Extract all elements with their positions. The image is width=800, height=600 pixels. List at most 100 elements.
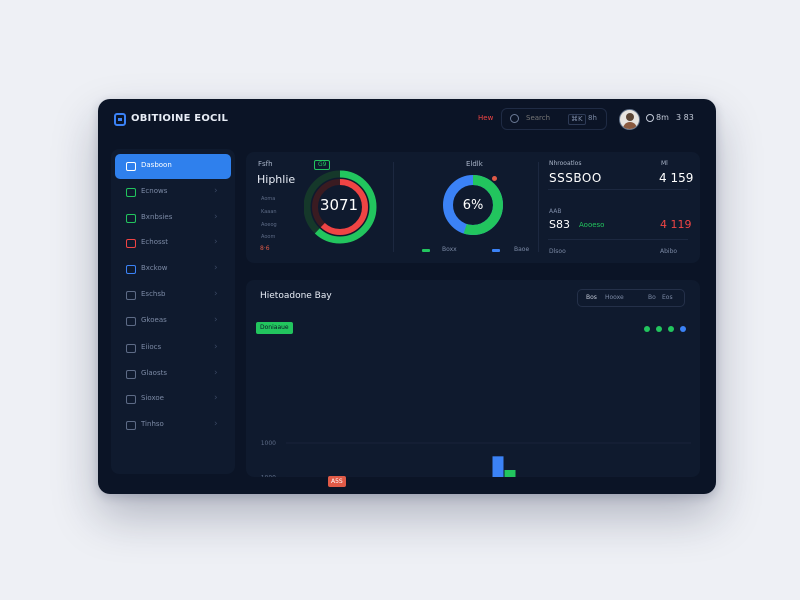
sidebar-item-8[interactable]: Eiiocs › [115, 336, 231, 361]
sidebar-item-label: Dasboon [141, 161, 172, 169]
gauge-value: 3071 [319, 196, 359, 214]
metric-label: Dlsoo [549, 248, 566, 255]
metric-value: S83 [549, 218, 570, 231]
chevron-right-icon: › [214, 186, 218, 196]
chart-icon [126, 395, 136, 404]
user-count: 3 83 [676, 113, 694, 122]
gauge-badge: G9 [314, 160, 331, 170]
sidebar-item-1[interactable]: Dasboon [115, 154, 231, 179]
sidebar-item-label: Sioxoe [141, 394, 164, 402]
gauge-line: Aoom [261, 234, 276, 240]
sidebar: Dasboon Ecnows › Bxnbsies › Echosst › Bx… [111, 149, 235, 474]
sidebar-item-3[interactable]: Bxnbsies › [115, 206, 231, 231]
gauge-line: Kaaan [261, 209, 277, 215]
sidebar-item-9[interactable]: Glaosts › [115, 362, 231, 387]
sidebar-item-2[interactable]: Ecnows › [115, 180, 231, 205]
chevron-right-icon: › [214, 315, 218, 325]
donut-segment [443, 175, 503, 235]
document-icon [126, 162, 136, 171]
bar-chart: 0100010001000ECD8338336ESE5E [261, 440, 691, 477]
app-title: OBITIOINE EOCIL [131, 113, 229, 124]
range-selector: Bos Hooxe Bo Eos [577, 289, 685, 307]
sidebar-item-label: Gkoeas [141, 316, 167, 324]
chevron-right-icon: › [214, 212, 218, 222]
chevron-right-icon: › [214, 342, 218, 352]
user-label: 8m [656, 113, 669, 122]
search-icon [510, 114, 519, 123]
gauge-top-label: Fsfh [258, 160, 273, 168]
search-filter[interactable]: 8h [588, 114, 597, 122]
donut-top-label: Eldlk [466, 160, 483, 168]
metric-divider [548, 239, 688, 240]
chevron-right-icon: › [214, 237, 218, 247]
layers-icon [126, 370, 136, 379]
sidebar-item-label: Glaosts [141, 369, 167, 377]
chevron-right-icon: › [214, 289, 218, 299]
sidebar-item-6[interactable]: Eschsb › [115, 283, 231, 308]
storage-icon [126, 214, 136, 223]
chevron-right-icon: › [214, 393, 218, 403]
sidebar-item-5[interactable]: Bxckow › [115, 257, 231, 282]
sidebar-item-label: Eiiocs [141, 343, 162, 351]
divider [393, 162, 394, 252]
legend-label: Baoe [514, 246, 530, 253]
metric-value: SSSBOO [549, 171, 602, 185]
legend-label: Boxx [442, 246, 457, 253]
divider [538, 162, 539, 252]
dashboard-window: OBITIOINE EOCIL Hew ⌘K 8h 8m 3 83 Dasboo… [98, 99, 716, 494]
gauge-ring [304, 170, 377, 244]
chevron-right-icon: › [214, 368, 218, 378]
alert-indicator[interactable]: Hew [478, 114, 494, 122]
bar-annotation: A5S [328, 475, 346, 487]
top-bar: OBITIOINE EOCIL Hew ⌘K 8h 8m 3 83 [98, 99, 716, 141]
legend-dot[interactable] [644, 326, 650, 332]
sidebar-item-label: Ecnows [141, 187, 168, 195]
tab-range[interactable]: Hooxe [605, 294, 624, 301]
app-logo-icon [114, 113, 126, 126]
user-icon[interactable] [646, 114, 654, 122]
donut-chart [443, 175, 503, 235]
stats-card: Fsfh G9 Hiphlie Aoma Kaaan Aoeog Aoom 8·… [246, 152, 700, 263]
gauge-inner-arc [312, 179, 368, 235]
sidebar-item-10[interactable]: Sioxoe › [115, 387, 231, 412]
tab-range[interactable]: Bo [648, 294, 656, 301]
filter-badge[interactable]: Doniaaue [256, 322, 293, 334]
gauge-line: Aoma [261, 196, 276, 202]
legend-dot[interactable] [656, 326, 662, 332]
shortcut-hint: ⌘K [568, 114, 586, 125]
sidebar-item-7[interactable]: Gkoeas › [115, 309, 231, 334]
grid-icon [126, 317, 136, 326]
legend-swatch [492, 249, 500, 252]
bar [504, 470, 516, 477]
avatar[interactable] [619, 109, 640, 130]
sidebar-item-label: Tinhso [141, 420, 164, 428]
list-icon [126, 344, 136, 353]
calendar-icon [126, 265, 136, 274]
search-input[interactable] [526, 114, 562, 122]
gauge-title: Hiphlie [257, 173, 296, 186]
card-icon [126, 188, 136, 197]
gauge-line: Aoeog [261, 222, 277, 228]
settings-icon [126, 421, 136, 430]
search-box[interactable]: ⌘K 8h [501, 108, 607, 130]
y-tick-label: 1000 [261, 440, 276, 447]
donut-marker [492, 176, 497, 181]
metric-label: AAB [549, 208, 562, 215]
legend-dot[interactable] [668, 326, 674, 332]
chart-title: Hietoadone Bay [260, 291, 332, 301]
metric-right-value: 4 159 [659, 171, 694, 185]
chevron-right-icon: › [214, 419, 218, 429]
tab-range[interactable]: Eos [662, 294, 673, 301]
metric-extra: Aooeso [579, 221, 605, 229]
tab-range[interactable]: Bos [586, 294, 597, 301]
sidebar-item-label: Bxckow [141, 264, 168, 272]
sidebar-item-4[interactable]: Echosst › [115, 231, 231, 256]
bar-chart-card: Hietoadone Bay Bos Hooxe Bo Eos Doniaaue… [246, 280, 700, 487]
metric-divider [548, 189, 688, 190]
sidebar-item-label: Echosst [141, 238, 169, 246]
bar [492, 456, 504, 477]
legend-dot[interactable] [680, 326, 686, 332]
sidebar-item-11[interactable]: Tinhso › [115, 413, 231, 438]
sidebar-item-label: Bxnbsies [141, 213, 173, 221]
metric-aside: Abibo [660, 248, 678, 255]
